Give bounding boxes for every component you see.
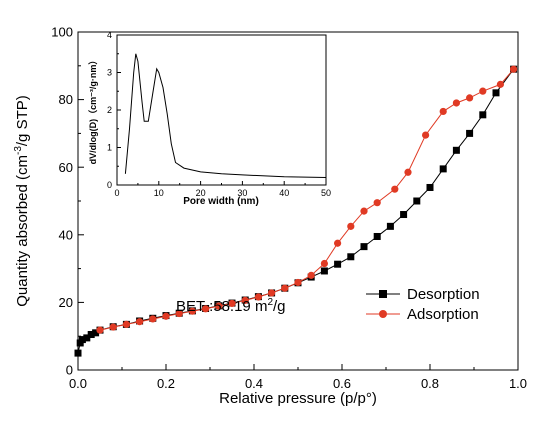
main-y-tick-label: 20 [59, 295, 73, 310]
desorption-point [74, 349, 82, 357]
desorption-point [386, 222, 394, 230]
desorption-point [400, 211, 408, 219]
main-y-tick-label: 0 [66, 363, 73, 378]
desorption-point [320, 267, 328, 275]
main-y-tick-label: 60 [59, 160, 73, 175]
adsorption-point [360, 207, 368, 215]
adsorption-point [294, 278, 302, 287]
desorption-point [413, 197, 421, 205]
inset-y-tick-label: 2 [107, 105, 112, 115]
desorption-point [426, 183, 434, 191]
desorption-point [83, 334, 91, 342]
adsorption-point [162, 312, 170, 320]
desorption-point [87, 331, 95, 339]
inset-x-ticks: 0 10 20 30 40 50 [114, 181, 331, 198]
main-x-tick-label: 1.0 [509, 376, 527, 391]
main-x-axis-label: Relative pressure (p/p°) [219, 390, 377, 407]
adsorption-point [241, 296, 249, 304]
inset-x-tick-label: 30 [237, 188, 247, 198]
inset-x-axis-label: Pore width (nm) [183, 196, 259, 207]
legend: Desorption Adsorption [366, 286, 480, 323]
adsorption-point [422, 131, 430, 139]
main-y-axis-label: Quantity absorbed (cm-3/g STP) [13, 95, 31, 307]
main-x-tick-label: 0.8 [421, 376, 439, 391]
main-y-tick-label: 80 [59, 92, 73, 107]
inset-x-tick-label: 0 [114, 188, 119, 198]
desorption-point [479, 111, 487, 119]
adsorption-point [109, 323, 117, 331]
main-x-tick-label: 0.4 [245, 376, 263, 391]
adsorption-point [149, 315, 157, 323]
bet-annotation: BET :58.19 m2/g [176, 297, 286, 315]
adsorption-point [136, 318, 144, 326]
adsorption-point [496, 80, 504, 88]
inset-series [124, 53, 327, 178]
adsorption-point [404, 168, 412, 176]
adsorption-point [122, 320, 130, 328]
adsorption-point [320, 259, 328, 268]
adsorption-point [268, 289, 276, 297]
main-x-tick-label: 0.2 [157, 376, 175, 391]
main-y-tick-label: 100 [51, 25, 73, 40]
desorption-point [92, 329, 100, 337]
adsorption-point [391, 185, 399, 193]
bet-annotation-sup: 2 [267, 297, 273, 308]
desorption-point [360, 243, 368, 251]
main-series [74, 65, 518, 357]
adsorption-point [509, 65, 518, 73]
bet-annotation-prefix: BET :58.19 m [176, 298, 267, 315]
adsorption-point [215, 302, 223, 310]
desorption-point [373, 232, 381, 240]
adsorption-point [452, 99, 460, 107]
adsorption-point [228, 299, 236, 308]
inset-y-axis-label: dV/dlog(D)（cm⁻³/g·nm） [88, 56, 98, 165]
legend-adsorption-label: Adsorption [407, 306, 479, 323]
desorption-point [347, 253, 355, 261]
adsorption-point [254, 293, 262, 301]
main-x-tick-label: 0.0 [69, 376, 87, 391]
adsorption-point [466, 94, 474, 102]
desorption-point [78, 336, 86, 344]
main-y-ticks: 0 20 40 60 80 100 [51, 25, 84, 378]
main-y-axis-label-base: Quantity absorbed (cm [14, 155, 31, 307]
adsorption-point [373, 199, 381, 207]
main-x-ticks: 0.0 0.2 0.4 0.6 0.8 1.0 [69, 364, 527, 391]
adsorption-point [347, 222, 355, 230]
inset-x-tick-label: 40 [279, 188, 289, 198]
inset-x-tick-label: 50 [321, 188, 331, 198]
desorption-point [452, 146, 460, 154]
main-y-axis-label-sup: -3 [13, 146, 24, 155]
adsorption-point [439, 107, 447, 116]
inset-x-tick-label: 20 [196, 188, 206, 198]
desorption-point [492, 89, 500, 97]
main-y-tick-label: 40 [59, 227, 73, 242]
adsorption-point [96, 326, 104, 334]
adsorption-point [307, 271, 315, 279]
inset-chart: 0 10 20 30 40 50 0 1 2 3 4 Pore width (nm) dV/dlo… [88, 30, 331, 207]
adsorption-point [479, 87, 487, 95]
main-x-tick-label: 0.6 [333, 376, 351, 391]
desorption-point [439, 165, 447, 173]
adsorption-point [202, 305, 210, 313]
main-y-axis-label-tail: /g STP) [14, 95, 31, 146]
legend-desorption-marker [379, 290, 387, 298]
bet-annotation-suffix: /g [273, 298, 286, 315]
pore-distribution-line [124, 53, 327, 178]
inset-y-ticks: 0 1 2 3 4 [107, 30, 121, 190]
adsorption-point [281, 284, 289, 292]
desorption-point [334, 260, 342, 268]
inset-y-tick-label: 1 [107, 143, 112, 153]
adsorption-point [334, 239, 342, 247]
adsorption-point [175, 309, 183, 318]
inset-y-tick-label: 0 [107, 180, 112, 190]
inset-y-tick-label: 4 [107, 30, 112, 40]
legend-desorption-label: Desorption [407, 286, 480, 303]
desorption-point [466, 129, 474, 137]
adsorption-point [188, 307, 196, 315]
inset-plot-frame [116, 34, 327, 186]
legend-adsorption-marker [379, 310, 387, 318]
inset-x-tick-label: 10 [154, 188, 164, 198]
inset-y-tick-label: 3 [107, 68, 112, 78]
